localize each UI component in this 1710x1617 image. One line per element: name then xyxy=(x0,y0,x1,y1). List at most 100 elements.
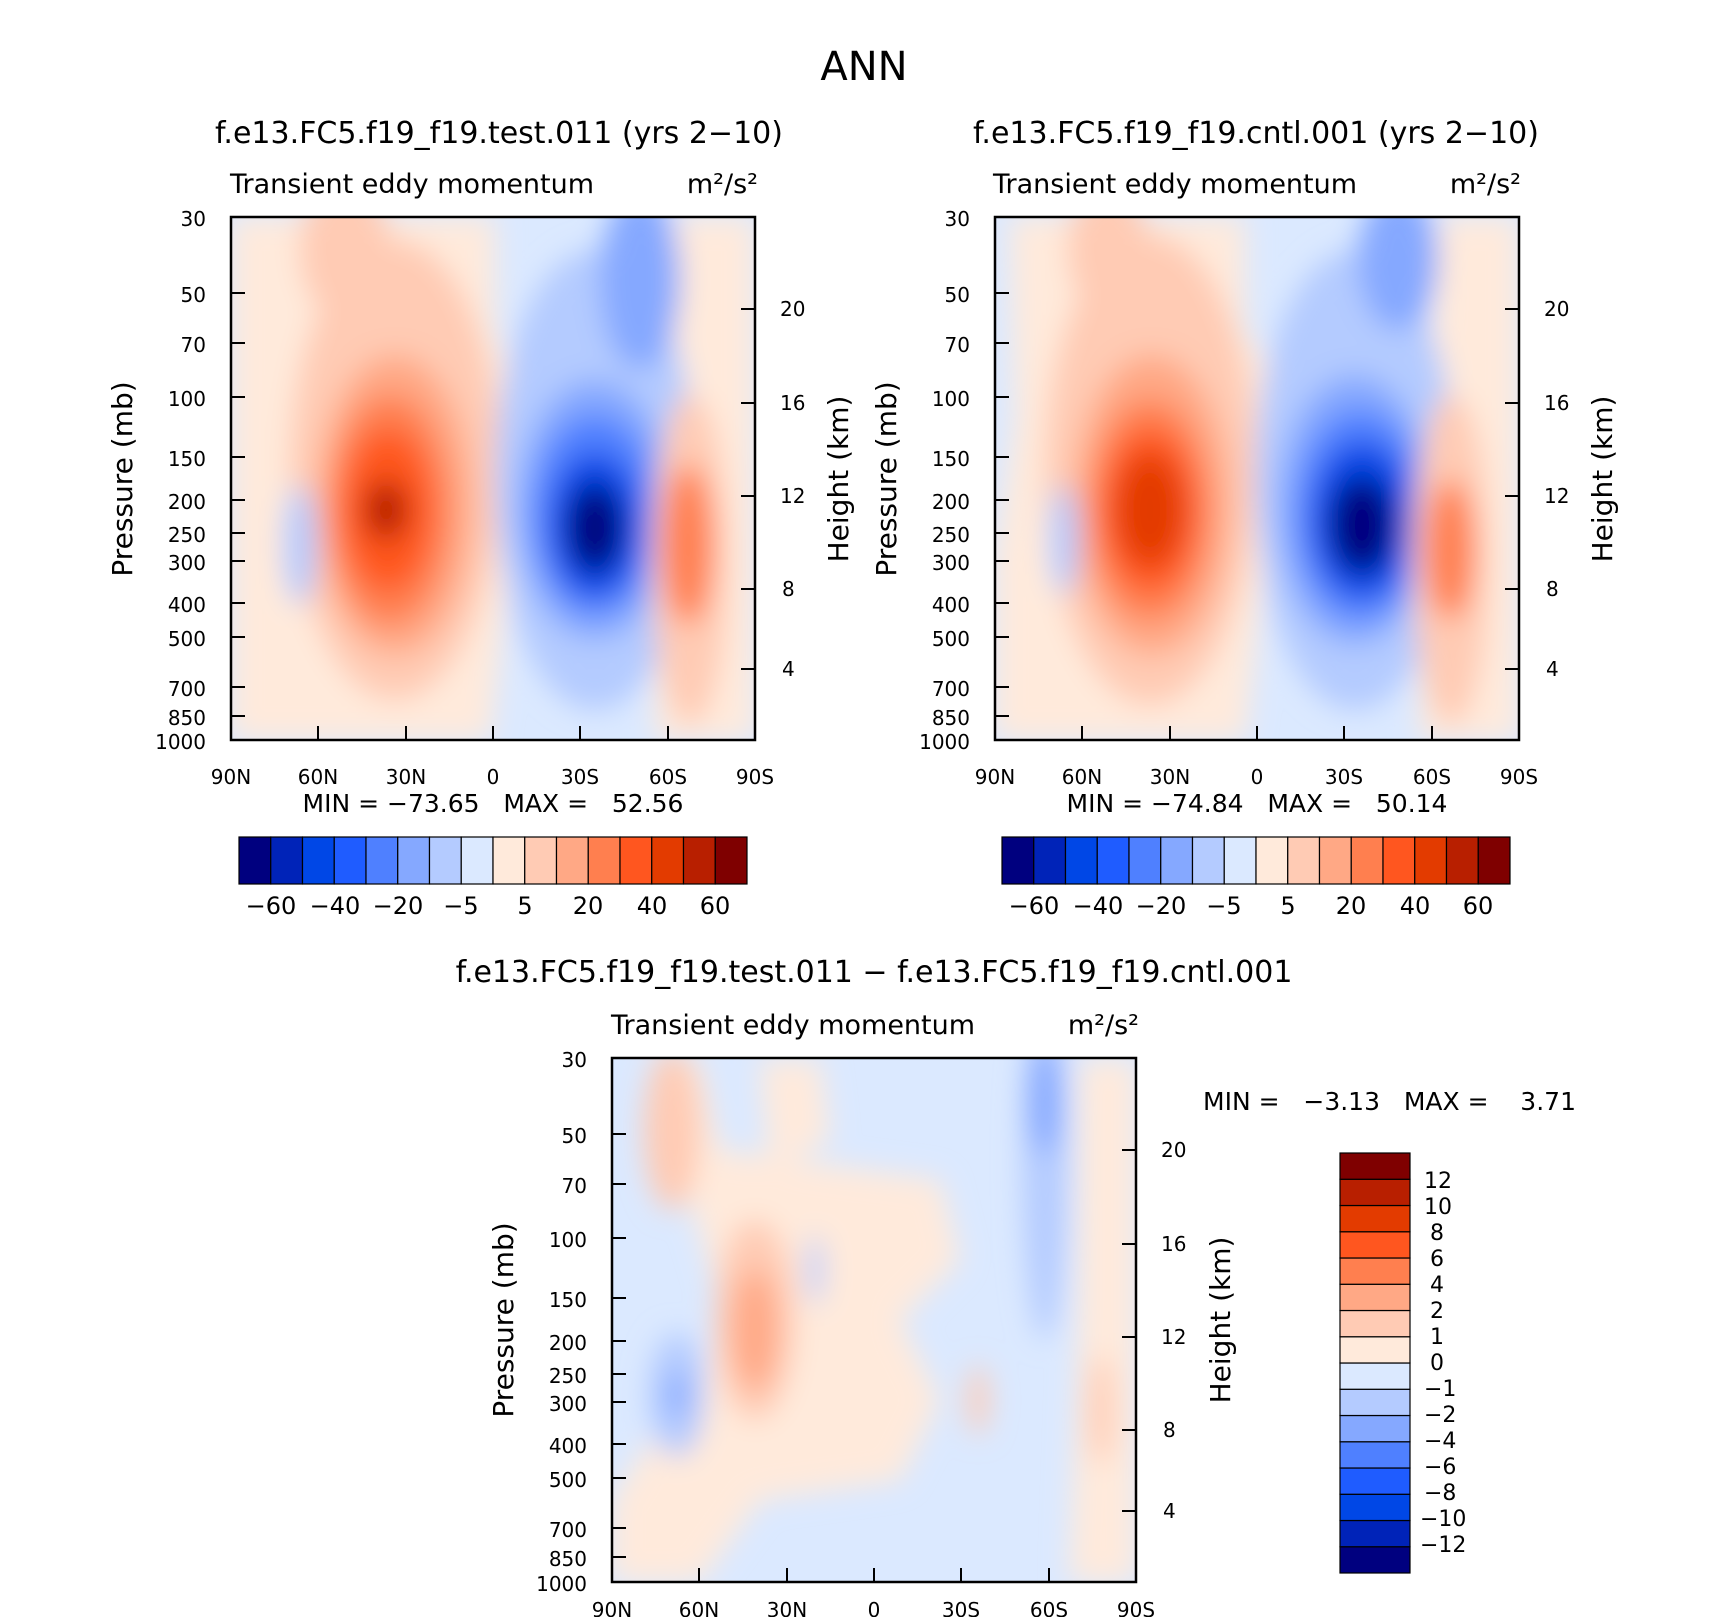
y-tick-label: 1000 xyxy=(919,730,970,754)
colorbar: −60 −40 −20 −5 5 20 40 60 xyxy=(1001,836,1511,920)
colorbar-swatch xyxy=(1255,836,1289,885)
y2-tick-label: 16 xyxy=(1161,1232,1186,1256)
y-tick-label: 700 xyxy=(549,1518,587,1542)
x-tick-label: 30N xyxy=(767,1598,807,1617)
y2-tick-label: 20 xyxy=(1161,1138,1186,1162)
y-tick-label: 850 xyxy=(549,1547,587,1571)
y-tick-label: 850 xyxy=(932,706,970,730)
y2-tick-label: 4 xyxy=(1546,657,1559,681)
y-tick-label: 250 xyxy=(932,523,970,547)
colorbar-label: −10 xyxy=(1420,1507,1466,1532)
x-tick-label: 90S xyxy=(736,765,774,789)
colorbar-label: 5 xyxy=(517,892,532,920)
colorbar: −60 −40 −20 −5 5 20 40 60 xyxy=(238,836,748,920)
colorbar-label: 4 xyxy=(1430,1273,1444,1298)
contour-polar-nh xyxy=(283,485,317,605)
colorbar-swatch xyxy=(1096,836,1130,885)
min-max-label: MIN = −3.13 MAX = 3.71 xyxy=(1203,1087,1576,1116)
colorbar-swatch xyxy=(1339,1152,1411,1180)
colorbar-swatch xyxy=(1001,836,1035,885)
contour-top-nh xyxy=(300,217,390,320)
y-tick-label: 70 xyxy=(181,333,206,357)
panel-title: f.e13.FC5.f19_f19.test.011 − f.e13.FC5.f… xyxy=(456,955,1293,990)
colorbar-label: 5 xyxy=(1280,892,1295,920)
y-tick-label: 50 xyxy=(181,283,206,307)
panel-cntl: f.e13.FC5.f19_f19.cntl.001 (yrs 2−10) Tr… xyxy=(870,116,1619,920)
min-max-label: MIN = −73.65 MAX = 52.56 xyxy=(303,789,684,818)
y2-tick-label: 8 xyxy=(1546,577,1559,601)
colorbar-label: 8 xyxy=(1430,1221,1444,1246)
colorbar-swatch xyxy=(1339,1414,1411,1443)
contour-top-sh xyxy=(1358,217,1438,330)
y-tick-label: 200 xyxy=(932,490,970,514)
colorbar-swatch xyxy=(1339,1257,1411,1285)
y-tick-label: 700 xyxy=(932,677,970,701)
y-axis-left: 30 50 70 100 150 200 250 300 400 500 700… xyxy=(155,207,245,754)
colorbar-swatch xyxy=(1339,1283,1411,1312)
colorbar-label: −5 xyxy=(1206,892,1241,920)
y-tick-label: 300 xyxy=(168,551,206,575)
colorbar-swatch xyxy=(1445,836,1479,885)
x-tick-label: 90N xyxy=(592,1598,632,1617)
y2-tick-label: 20 xyxy=(1544,297,1569,321)
contour-polar-nh xyxy=(667,1373,687,1417)
min-max-label: MIN = −74.84 MAX = 50.14 xyxy=(1067,789,1448,818)
colorbar-label: −20 xyxy=(373,892,424,920)
contour-jet-sh xyxy=(567,484,623,572)
x-tick-label: 60N xyxy=(1062,765,1102,789)
panel-title: f.e13.FC5.f19_f19.cntl.001 (yrs 2−10) xyxy=(973,116,1539,151)
colorbar-label: 6 xyxy=(1430,1247,1444,1272)
y-axis-left: 30 50 70 100 150 200 250 300 400 500 700… xyxy=(536,1048,626,1596)
colorbar-swatch xyxy=(555,836,589,885)
colorbar-swatch xyxy=(1339,1493,1411,1522)
y-tick-label: 400 xyxy=(932,593,970,617)
x-tick-label: 30N xyxy=(1150,765,1190,789)
colorbar-swatch xyxy=(238,836,272,885)
y2-tick-label: 4 xyxy=(782,657,795,681)
y-axis-title: Pressure (mb) xyxy=(487,1222,520,1417)
y-tick-label: 30 xyxy=(945,207,970,231)
contour-top-sh xyxy=(600,217,680,370)
colorbar-label: 20 xyxy=(1336,892,1367,920)
y-tick-label: 300 xyxy=(549,1392,587,1416)
contour-polar-nh xyxy=(1049,485,1079,595)
colorbar-swatch xyxy=(1339,1309,1411,1338)
contour-polar-sh xyxy=(1089,1355,1113,1465)
colorbar-label: 12 xyxy=(1424,1169,1452,1194)
colorbar-swatch xyxy=(460,836,494,885)
colorbar-swatch xyxy=(1033,836,1067,885)
y2-axis-title: Height (km) xyxy=(1204,1237,1237,1404)
y-tick-label: 500 xyxy=(549,1468,587,1492)
colorbar-label: −6 xyxy=(1424,1455,1456,1480)
x-tick-label: 60S xyxy=(1413,765,1451,789)
panel-units: m²/s² xyxy=(1450,169,1521,200)
y2-tick-label: 12 xyxy=(1161,1325,1186,1349)
panel-test: f.e13.FC5.f19_f19.test.011 (yrs 2−10) Tr… xyxy=(106,116,855,920)
colorbar-swatch xyxy=(1339,1178,1411,1207)
y-tick-label: 500 xyxy=(168,627,206,651)
colorbar-swatch xyxy=(619,836,653,885)
y-tick-label: 100 xyxy=(549,1228,587,1252)
x-axis: 90N 60N 30N 0 30S 60S 90S xyxy=(592,1568,1155,1617)
y-tick-label: 1000 xyxy=(536,1572,587,1596)
colorbar-swatch xyxy=(365,836,399,885)
colorbar-swatch xyxy=(1128,836,1162,885)
colorbar-label: −60 xyxy=(246,892,297,920)
colorbar-swatch xyxy=(1191,836,1225,885)
y2-tick-label: 16 xyxy=(1544,391,1569,415)
panel-title: f.e13.FC5.f19_f19.test.011 (yrs 2−10) xyxy=(215,116,783,151)
x-tick-label: 60N xyxy=(679,1598,719,1617)
x-tick-label: 30S xyxy=(942,1598,980,1617)
colorbar-label: −40 xyxy=(1073,892,1124,920)
colorbar-swatch xyxy=(1339,1204,1411,1233)
y2-tick-label: 8 xyxy=(1163,1418,1176,1442)
x-tick-label: 90N xyxy=(211,765,251,789)
contour-polar-sh xyxy=(663,465,713,625)
colorbar-swatch xyxy=(1339,1231,1411,1259)
y-tick-label: 400 xyxy=(168,593,206,617)
y-tick-label: 850 xyxy=(168,706,206,730)
contour-polar-sh xyxy=(1426,480,1474,620)
x-tick-label: 60S xyxy=(649,765,687,789)
contour-jet-nh xyxy=(364,480,408,540)
colorbar-label: −20 xyxy=(1136,892,1187,920)
